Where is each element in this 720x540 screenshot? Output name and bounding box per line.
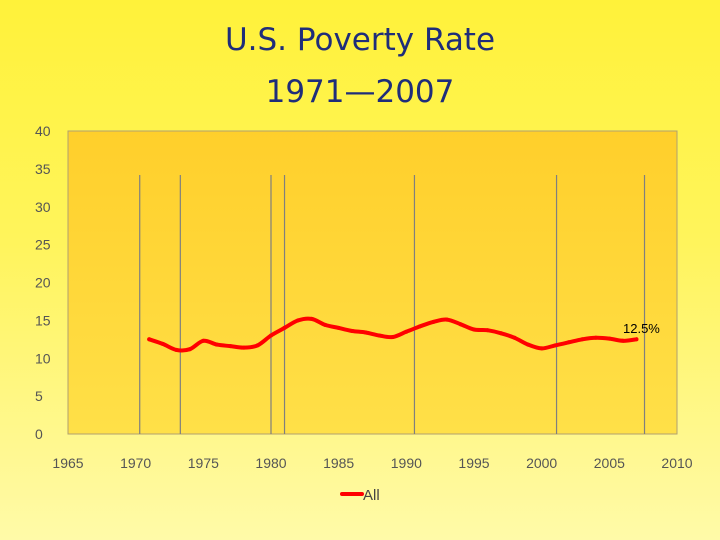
data-point-2005 xyxy=(607,336,612,341)
data-point-2006 xyxy=(620,338,625,343)
data-point-1997 xyxy=(499,331,504,336)
data-point-1978 xyxy=(241,345,246,350)
data-point-1972 xyxy=(160,341,165,346)
plot-background xyxy=(67,130,678,435)
x-tick-label-5: 1990 xyxy=(391,455,422,471)
data-point-1985 xyxy=(336,325,341,330)
data-point-1992 xyxy=(431,319,436,324)
y-tick-label-5: 25 xyxy=(35,237,51,253)
data-point-2001 xyxy=(553,343,558,348)
data-point-1976 xyxy=(214,342,219,347)
x-tick-label-4: 1985 xyxy=(323,455,354,471)
data-point-1981 xyxy=(282,325,287,330)
chart-title-line2: 1971—2007 xyxy=(265,74,455,110)
x-tick-label-8: 2005 xyxy=(594,455,625,471)
data-label-2007: 12.5% xyxy=(623,321,660,336)
chart-title-line1: U.S. Poverty Rate xyxy=(224,22,496,58)
data-point-1977 xyxy=(228,344,233,349)
data-point-1998 xyxy=(512,335,517,340)
data-point-1987 xyxy=(363,330,368,335)
y-tick-label-0: 0 xyxy=(35,426,43,442)
y-tick-label-8: 40 xyxy=(35,123,51,139)
data-point-1991 xyxy=(417,324,422,329)
y-tick-label-1: 5 xyxy=(35,388,43,404)
data-point-1996 xyxy=(485,328,490,333)
data-point-1979 xyxy=(255,343,260,348)
data-point-1982 xyxy=(296,318,301,323)
x-tick-label-3: 1980 xyxy=(255,455,286,471)
legend: All xyxy=(340,487,380,504)
data-point-1999 xyxy=(526,342,531,347)
data-point-2003 xyxy=(580,337,585,342)
data-point-1994 xyxy=(458,322,463,327)
legend-label-all: All xyxy=(363,487,380,504)
data-point-1984 xyxy=(323,322,328,327)
data-point-1980 xyxy=(269,333,273,338)
x-tick-label-6: 1995 xyxy=(458,455,489,471)
x-tick-label-2: 1975 xyxy=(188,455,219,471)
data-point-1986 xyxy=(350,329,355,333)
x-tick-label-9: 2010 xyxy=(661,455,692,471)
x-tick-label-7: 2000 xyxy=(526,455,557,471)
data-point-2004 xyxy=(593,335,598,340)
y-tick-label-7: 35 xyxy=(35,161,51,177)
y-tick-label-6: 30 xyxy=(35,199,51,215)
y-tick-label-3: 15 xyxy=(35,312,51,328)
data-point-1990 xyxy=(404,329,409,334)
y-tick-label-2: 10 xyxy=(35,350,51,366)
x-tick-label-0: 1965 xyxy=(52,455,83,471)
y-tick-label-4: 20 xyxy=(35,275,51,291)
x-tick-label-1: 1970 xyxy=(120,455,151,471)
data-point-2002 xyxy=(566,340,571,345)
data-point-1973 xyxy=(174,347,179,352)
data-point-1974 xyxy=(187,347,192,352)
data-point-1975 xyxy=(201,338,206,343)
data-point-1971 xyxy=(147,337,152,342)
data-point-1989 xyxy=(390,335,395,339)
data-point-2000 xyxy=(539,346,544,351)
data-point-1988 xyxy=(377,333,382,338)
data-point-1983 xyxy=(309,316,314,321)
data-point-1995 xyxy=(472,327,476,332)
data-point-1993 xyxy=(444,317,449,322)
data-point-2007 xyxy=(634,337,639,342)
